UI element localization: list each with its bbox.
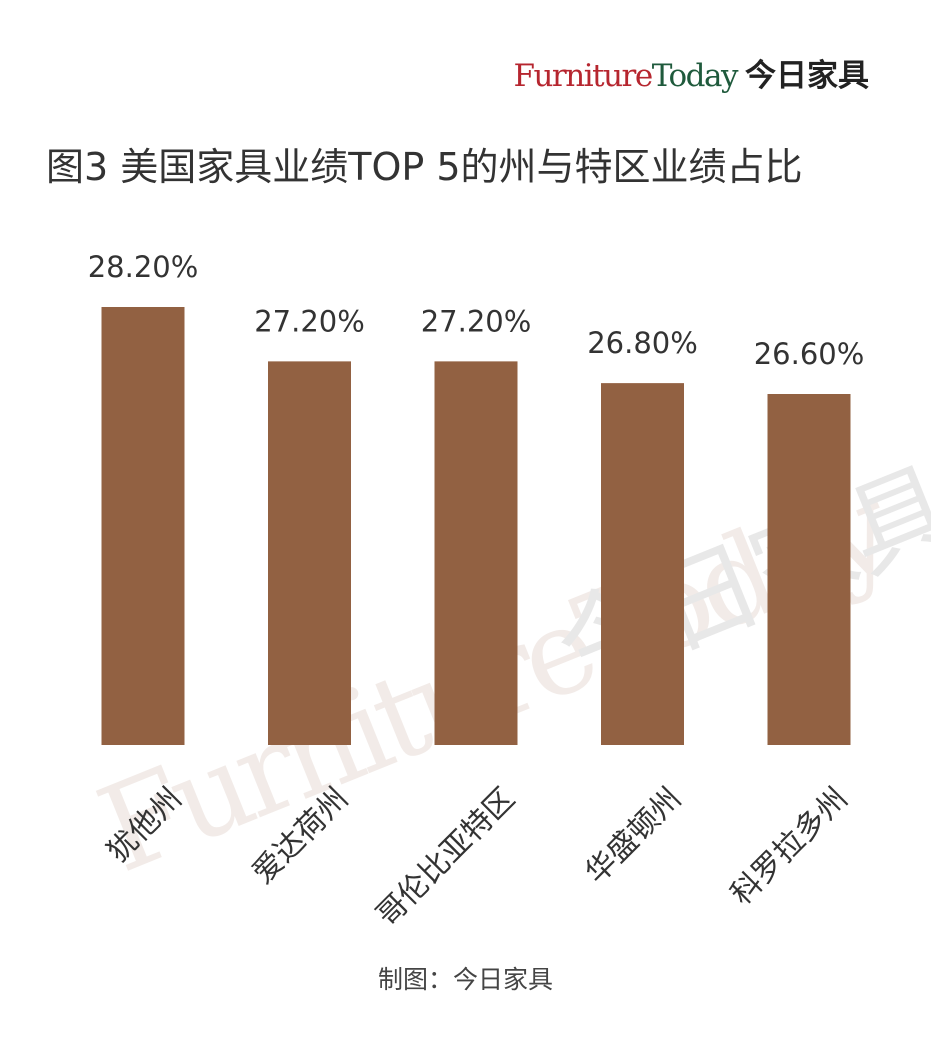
chart-title: 图3 美国家具业绩TOP 5的州与特区业绩占比	[46, 145, 803, 189]
brand-logo-cjk: 今日家具	[745, 58, 869, 94]
data-label-4: 26.60%	[754, 337, 865, 371]
category-label-3: 华盛顿州	[579, 781, 689, 891]
bar-2	[434, 361, 518, 745]
brand-logo-today: Today	[651, 58, 739, 94]
data-label-2: 27.20%	[421, 304, 532, 338]
category-label-2: 哥伦比亚特区	[370, 781, 522, 933]
category-label-4: 科罗拉多州	[724, 781, 855, 912]
brand-logo-latin: FurnitureToday	[513, 58, 739, 94]
brand-logo: FurnitureToday 今日家具	[513, 50, 869, 95]
watermark-cjk: 今日家具	[540, 444, 931, 713]
data-label-0: 28.20%	[88, 250, 199, 284]
data-label-1: 27.20%	[254, 304, 365, 338]
bar-0	[101, 307, 185, 745]
bar-3	[601, 383, 684, 745]
brand-logo-furniture: Furniture	[513, 58, 653, 94]
data-label-3: 26.80%	[587, 326, 698, 360]
bar-4	[767, 394, 851, 745]
chart-credit: 制图：今日家具	[377, 965, 553, 994]
bar-1	[268, 361, 351, 745]
